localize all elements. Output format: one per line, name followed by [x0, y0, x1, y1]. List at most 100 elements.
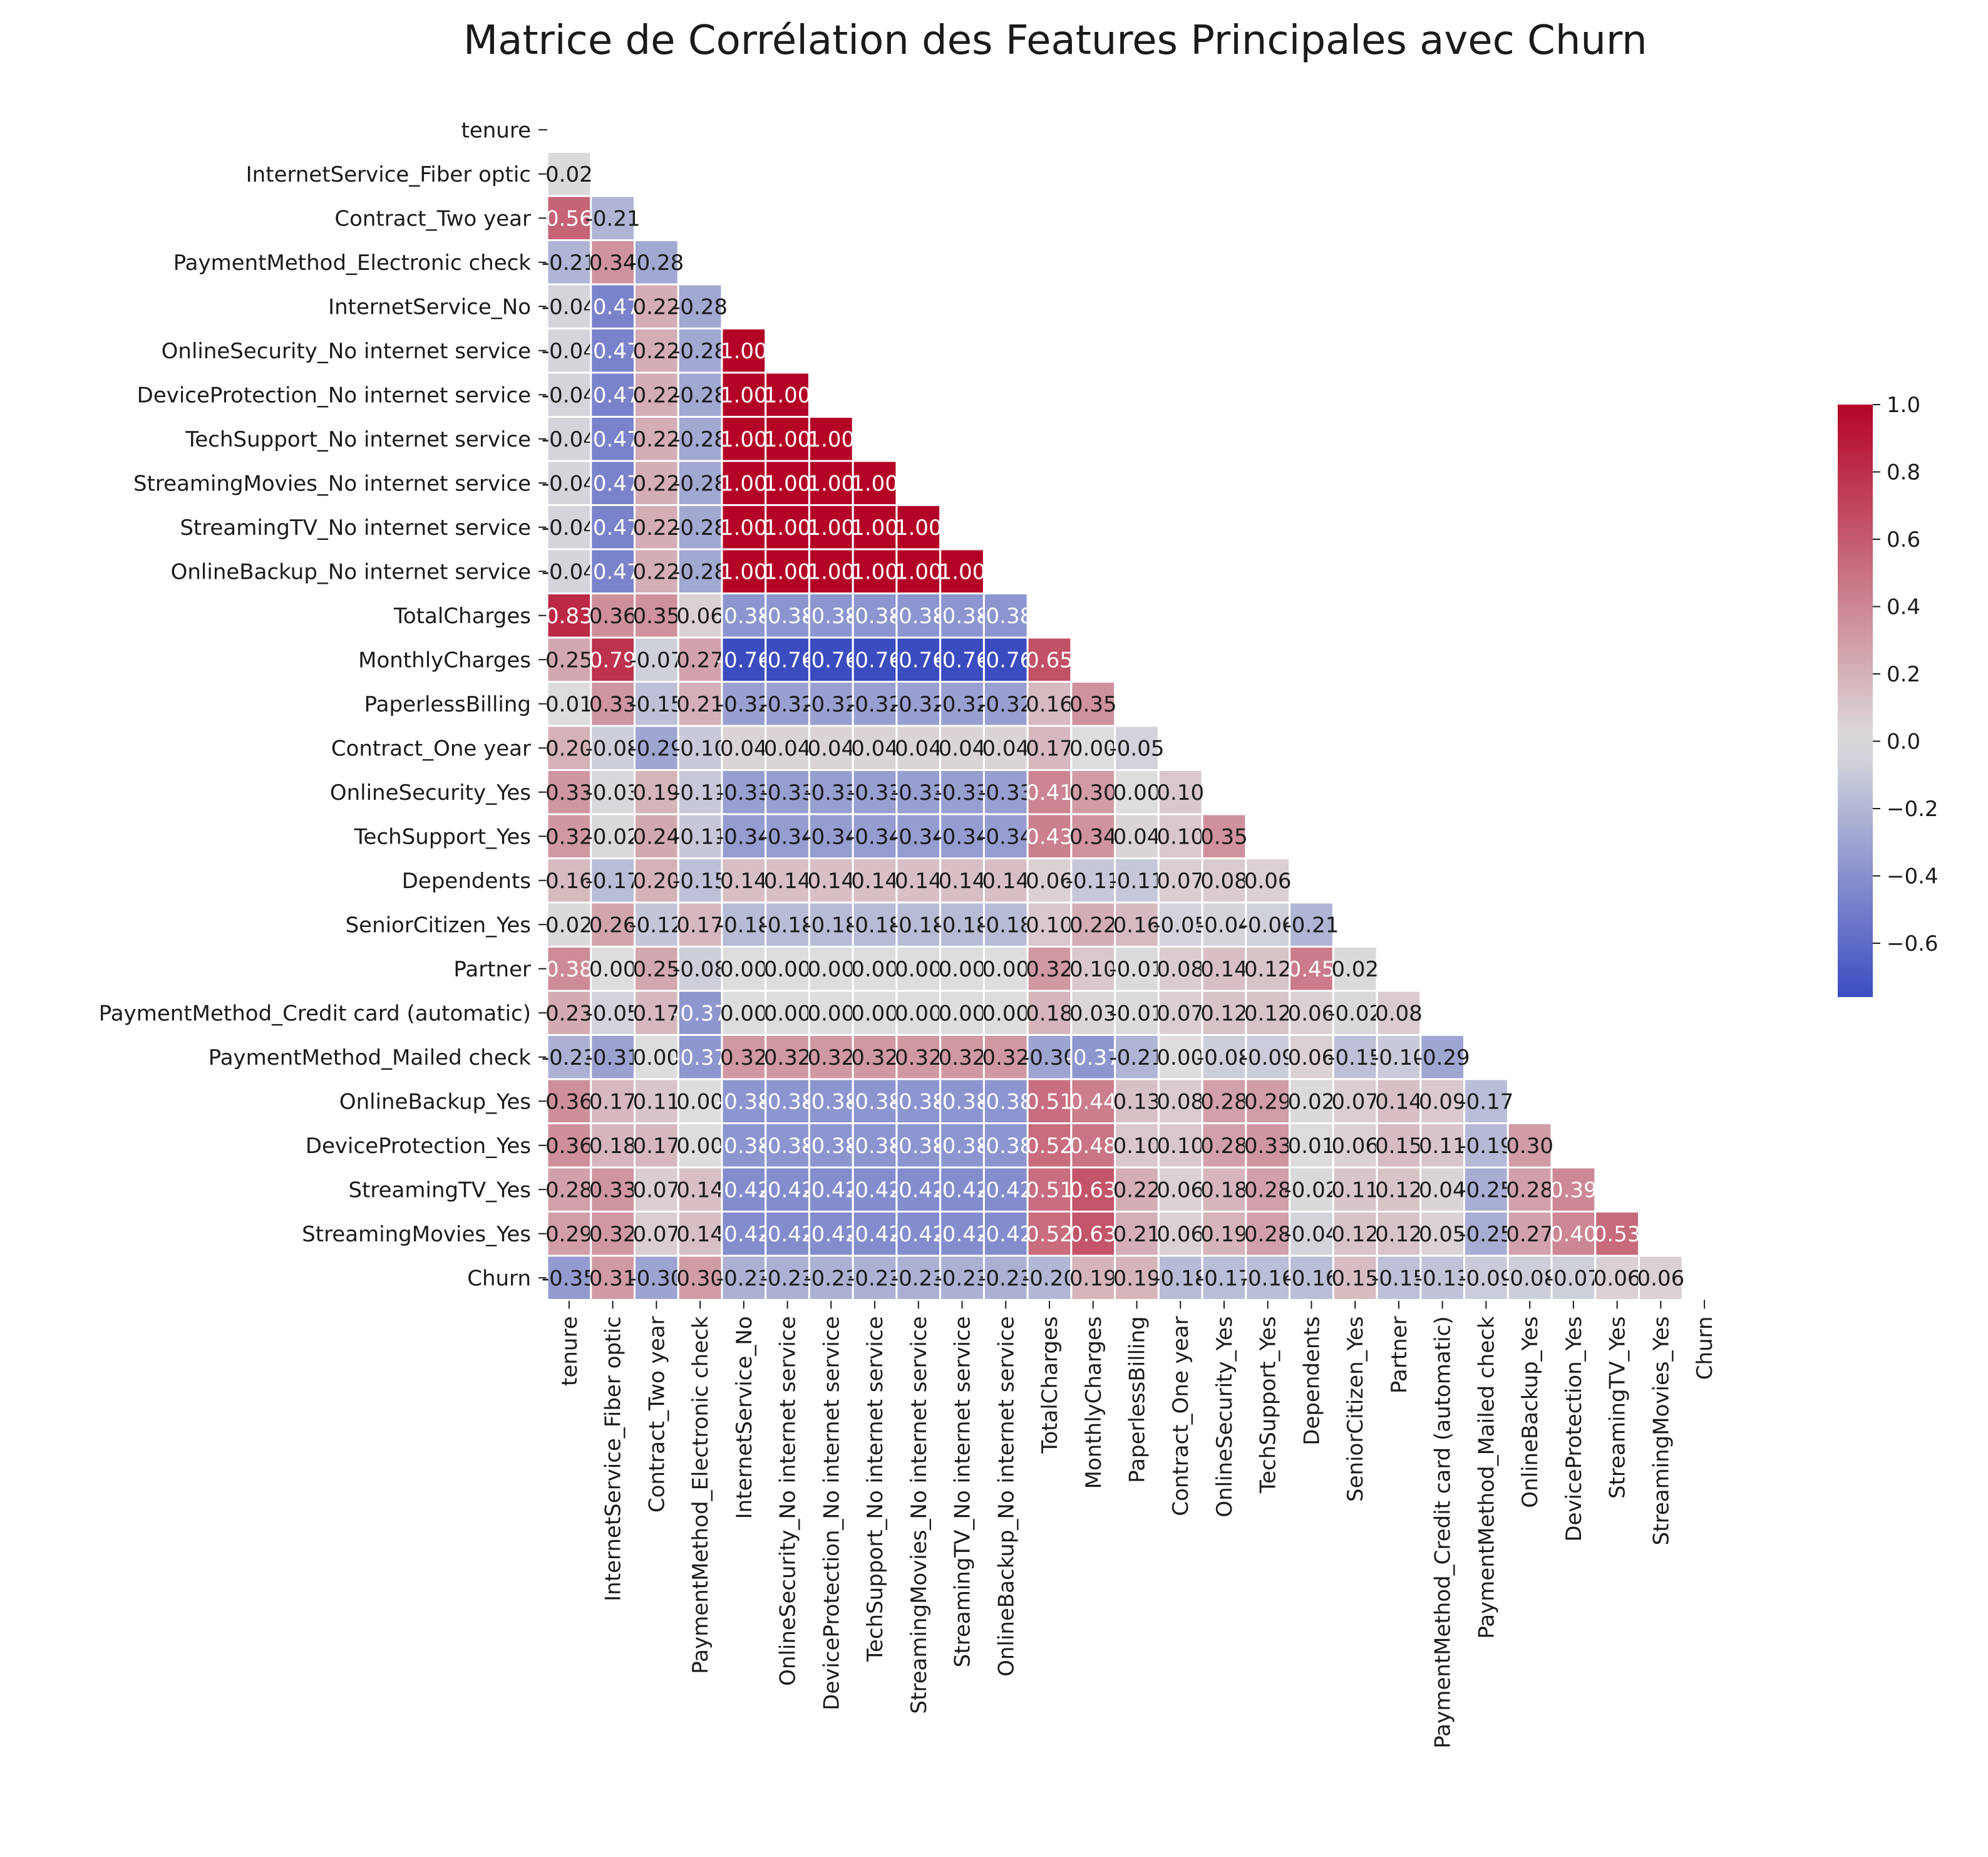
cell-value-label: -0.23 [716, 1266, 771, 1291]
cell-value-label: 0.04 [982, 736, 1029, 761]
heatmap-cell [939, 1078, 985, 1124]
cell-value-label: 0.10 [1069, 957, 1117, 982]
colorbar-tick-label: 0.6 [1887, 527, 1920, 552]
cell-value-label: 0.06 [676, 604, 724, 629]
heatmap-cell [852, 460, 898, 506]
colorbar-tick-label: 0.0 [1887, 730, 1920, 755]
cell-value-label: 0.83 [545, 604, 593, 629]
cell-value-label: 1.00 [807, 515, 855, 541]
cell-value-label: 0.25 [545, 648, 593, 673]
heatmap-cell [895, 901, 942, 948]
cell-value-label: 0.21 [1113, 1222, 1161, 1247]
cell-value-label: 0.06 [1637, 1266, 1685, 1291]
cell-value-label: 0.16 [545, 869, 593, 894]
cell-value-label: 0.03 [1069, 1001, 1117, 1026]
cell-value-label: 1.00 [720, 471, 768, 496]
cell-value-label: 0.14 [982, 869, 1029, 894]
cell-value-label: -0.37 [672, 1045, 728, 1070]
heatmap-cell [1114, 1034, 1160, 1080]
cell-value-label: 0.25 [632, 957, 680, 982]
cell-value-label: 1.00 [720, 515, 768, 541]
cell-value-label: -0.15 [1371, 1266, 1426, 1291]
heatmap-cell [765, 371, 810, 418]
cell-value-label: 0.22 [632, 294, 680, 319]
cell-value-label: -0.32 [803, 692, 858, 717]
heatmap-cell [1245, 857, 1291, 904]
cell-value-label: -0.38 [716, 1134, 771, 1159]
cell-value-label: 0.14 [676, 1177, 724, 1203]
cell-value-label: -0.42 [891, 1222, 946, 1247]
heatmap-cell [765, 1122, 810, 1169]
column-label: Contract_One year [1168, 1316, 1193, 1516]
cell-value-label: 0.63 [1069, 1222, 1117, 1247]
cell-value-label: 0.28 [1244, 1222, 1292, 1247]
cell-value-label: 0.32 [720, 1045, 768, 1070]
heatmap-cell [677, 1254, 723, 1301]
cell-value-label: 0.10 [1156, 1134, 1204, 1159]
column-label: OnlineBackup_No internet service [994, 1316, 1019, 1677]
cell-value-label: -0.38 [803, 604, 858, 629]
cell-value-label: 0.29 [545, 1222, 593, 1247]
column-label: MonthlyCharges [1081, 1316, 1106, 1489]
cell-value-label: 0.27 [676, 648, 724, 673]
colorbar-tick-label: −0.2 [1887, 797, 1939, 822]
heatmap-cell [1419, 1166, 1466, 1213]
cell-value-label: -0.34 [760, 824, 815, 849]
heatmap-cell [765, 460, 810, 506]
cell-value-label: -0.05 [585, 1001, 641, 1026]
cell-value-label: 0.05 [1419, 1222, 1466, 1247]
heatmap-cell [895, 946, 942, 992]
heatmap-cell [1332, 946, 1378, 992]
cell-value-label: -0.17 [585, 869, 641, 894]
cell-value-label: -0.18 [847, 913, 902, 938]
cell-value-label: 0.06 [1288, 1045, 1336, 1070]
column-label: OnlineBackup_Yes [1518, 1316, 1543, 1508]
colorbar-tick-label: −0.6 [1887, 931, 1939, 956]
cell-value-label: 0.32 [982, 1045, 1029, 1070]
heatmap-cell [677, 725, 723, 771]
cell-value-label: 0.12 [1375, 1177, 1423, 1203]
cell-value-label: -0.38 [847, 1089, 902, 1114]
column-label: TotalCharges [1038, 1316, 1063, 1454]
cell-value-label: 0.22 [1113, 1177, 1161, 1203]
cell-value-label: 0.01 [545, 692, 593, 717]
cell-value-label: -0.38 [803, 1134, 858, 1159]
cell-value-label: 0.32 [545, 824, 593, 849]
cell-value-label: -0.30 [629, 1266, 684, 1291]
cell-value-label: -0.76 [935, 648, 990, 673]
heatmap-cell [765, 857, 810, 904]
cell-value-label: 0.20 [545, 736, 593, 761]
row-label: TechSupport_No internet service [185, 427, 531, 452]
cell-value-label: 0.33 [589, 692, 637, 717]
heatmap-cell [1026, 946, 1073, 992]
row-label: Dependents [402, 869, 531, 894]
cell-value-label: -0.33 [760, 780, 815, 805]
column-label: SeniorCitizen_Yes [1343, 1316, 1368, 1502]
cell-value-label: 0.17 [632, 1134, 680, 1159]
heatmap-cell [895, 1122, 942, 1169]
cell-value-label: 0.19 [1069, 1266, 1117, 1291]
row-label: StreamingMovies_Yes [302, 1222, 531, 1247]
heatmap-cell [1289, 946, 1334, 992]
heatmap-cell [721, 548, 767, 594]
cell-value-label: 0.00 [1069, 736, 1117, 761]
row-label: Churn [467, 1266, 531, 1291]
cell-value-label: 0.14 [807, 869, 855, 894]
cell-value-label: -0.34 [978, 824, 1033, 849]
cell-value-label: 0.14 [895, 869, 942, 894]
cell-value-label: -0.47 [585, 294, 641, 319]
cell-value-label: 0.11 [1419, 1134, 1466, 1159]
cell-value-label: 1.00 [720, 559, 768, 584]
cell-value-label: 0.51 [1026, 1089, 1073, 1114]
cell-value-label: -0.11 [1066, 869, 1121, 894]
cell-value-label: -0.02 [1327, 1001, 1383, 1026]
colorbar-tick-label: 0.2 [1887, 662, 1920, 687]
heatmap-cell [633, 504, 679, 551]
heatmap-cell [590, 725, 636, 771]
cell-value-label: -0.04 [1197, 913, 1252, 938]
cell-value-label: -0.38 [978, 1134, 1033, 1159]
heatmap-cell [1201, 1122, 1247, 1169]
cell-value-label: 0.17 [676, 913, 724, 938]
heatmap-cell [1070, 1122, 1116, 1169]
